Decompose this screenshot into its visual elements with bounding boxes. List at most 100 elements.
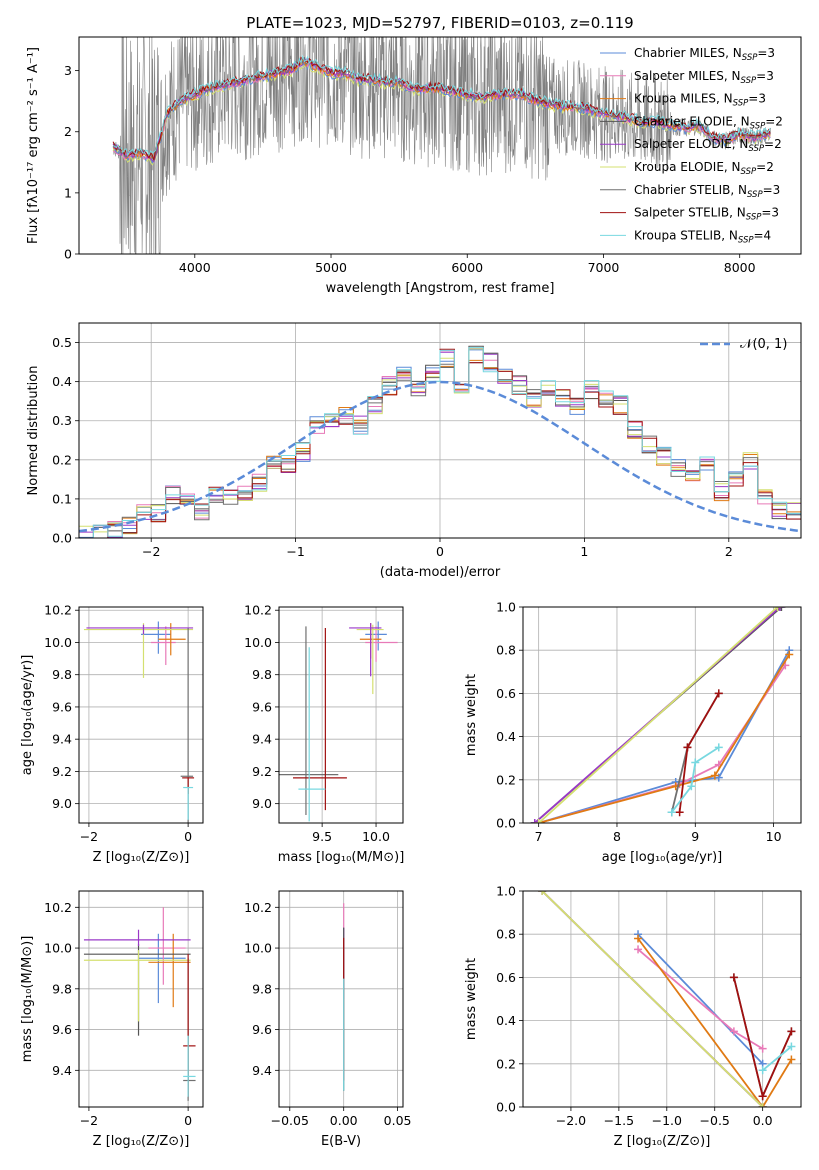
mass_weight_vs_age-xtick-label: 8 (613, 829, 621, 844)
age_vs_mass-axes: 9.5 10.0 9.0 9.2 9.4 9.6 9.8 10.0 10.2 mass [log₁… (244, 603, 404, 865)
spectrum-xtick-label: 5000 (315, 260, 347, 275)
legend-sub: SSP (747, 190, 763, 200)
age_vs_Z-ytick-label: 10.2 (44, 603, 72, 618)
residuals-ytick-label: 0.3 (52, 413, 72, 428)
mass_weight_vs_Z-axes: −2.0 −1.5 −1.0 −0.5 0.0 0.0 0.2 0.4 0.6 0.8 1.0 Z [… (464, 884, 802, 1149)
spectrum-xtick-label: 4000 (179, 260, 211, 275)
age_vs_Z-ytick-label: 9.2 (52, 764, 72, 779)
legend-label: Salpeter ELODIE, N (634, 137, 748, 151)
mass_vs_ebv-xlabel: E(B-V) (321, 1134, 361, 1149)
legend-entry-salpeter_stelib: Salpeter STELIB, NSSP=3 (634, 206, 779, 223)
mass_vs_Z-plot-area (83, 907, 196, 1101)
mass_weight_vs_Z-marker-kroupa_miles (634, 934, 643, 943)
mass_vs_Z-ytick-label: 9.8 (52, 981, 72, 996)
mass_vs_Z-xtick-label: −2 (80, 1113, 98, 1128)
mass_weight_vs_age-line-kroupa_miles (538, 654, 791, 823)
age_vs_Z-ytick-label: 9.8 (52, 667, 72, 682)
residuals-ytick-label: 0.1 (52, 491, 72, 506)
mass_vs_Z-ytick-label: 10.2 (44, 900, 72, 915)
legend-sub: SSP (741, 167, 757, 177)
mass_vs_ebv-ytick-label: 9.4 (252, 1063, 272, 1078)
age_vs_mass-ytick-label: 10.0 (244, 635, 272, 650)
age_vs_mass-xtick-label: 10.0 (362, 829, 390, 844)
mass_weight_vs_age-marker-salpeter_stelib (675, 808, 684, 817)
legend-eq: =3 (763, 183, 781, 197)
spectrum-ytick-label: 2 (64, 124, 72, 139)
residuals-xtick-label: 2 (725, 544, 733, 559)
mass_weight_vs_Z-line-kroupa_stelib (762, 1045, 792, 1071)
mass_weight_vs_age-marker-kroupa_miles (785, 650, 794, 659)
mass_vs_Z-ytick-label: 9.6 (52, 1022, 72, 1037)
mass_weight_vs_Z-marker-kroupa_elodie (538, 891, 547, 895)
residuals-xtick-label: 1 (580, 544, 588, 559)
residuals-ytick-label: 0.2 (52, 452, 72, 467)
mass_weight_vs_Z-marker-salpeter_stelib (758, 1092, 767, 1101)
spectrum-xtick-label: 6000 (451, 260, 483, 275)
mass_weight_vs_age-axes: 7 8 9 10 0.0 0.2 0.4 0.6 0.8 1.0 age [log₁₀(age/yr… (464, 600, 802, 865)
legend-entry-salpeter_miles: Salpeter MILES, NSSP=3 (634, 69, 774, 86)
legend-eq: =3 (748, 92, 766, 106)
age_vs_Z-xtick-label: −2 (80, 829, 98, 844)
spectrum-frame (78, 36, 802, 255)
legend-label: Salpeter STELIB, N (634, 206, 746, 220)
mass_weight_vs_Z-ytick-label: 0.8 (496, 927, 516, 942)
mass_weight_vs_age-frame (522, 606, 802, 824)
mass_weight_vs_Z-marker-salpeter_miles (758, 1044, 767, 1053)
legend-sub: SSP (748, 144, 764, 154)
legend-entry-chabrier_miles: Chabrier MILES, NSSP=3 (634, 46, 775, 63)
mass_weight_vs_age-marker-kroupa_stelib (691, 758, 700, 767)
mass_weight_vs_Z-ytick-label: 0.2 (496, 1056, 516, 1071)
spectrum-xlabel: wavelength [Angstrom, rest frame] (326, 281, 555, 296)
age_vs_Z-ytick-label: 9.4 (52, 732, 72, 747)
mass_weight_vs_Z-xtick-label: 0.0 (753, 1113, 773, 1128)
legend-eq: =3 (761, 206, 779, 220)
mass_weight_vs_Z-marker-salpeter_miles (634, 945, 643, 954)
residuals-xtick-label: 0 (436, 544, 444, 559)
legend-label: Chabrier STELIB, N (634, 183, 747, 197)
spectrum-title: PLATE=1023, MJD=52797, FIBERID=0103, z=0… (246, 14, 633, 32)
age_vs_Z-plot-area (83, 621, 195, 823)
spectrum-axes: 4000 5000 6000 7000 8000 0 1 2 3 wavelength [Angs… (26, 36, 802, 296)
mass_weight_vs_age-xtick-label: 10 (766, 829, 782, 844)
age_vs_mass-plot-area (279, 621, 398, 822)
mass_weight_vs_Z-xtick-label: −1.0 (652, 1113, 682, 1128)
mass_vs_ebv-axes: −0.05 0.00 0.05 9.4 9.6 9.8 10.0 10.2 E(B-V) (244, 890, 412, 1149)
legend-entry-chabrier_stelib: Chabrier STELIB, NSSP=3 (634, 183, 780, 200)
mass_vs_Z-xtick-label: 0 (184, 1113, 192, 1128)
spectrum-xtick-label: 8000 (724, 260, 756, 275)
age_vs_mass-xtick-label: 9.5 (312, 829, 332, 844)
legend-label: Salpeter MILES, N (634, 69, 741, 83)
mass_weight_vs_age-line-kroupa_elodie (538, 607, 779, 823)
mass_weight_vs_age-ytick-label: 0.6 (496, 686, 516, 701)
age_vs_mass-ytick-label: 9.4 (252, 732, 272, 747)
legend-label: Kroupa ELODIE, N (634, 160, 741, 174)
mass_weight_vs_age-marker-kroupa_miles (710, 771, 719, 780)
age_vs_Z-ytick-label: 10.0 (44, 635, 72, 650)
mass_weight_vs_Z-ytick-label: 0.0 (496, 1100, 516, 1115)
legend-entry-kroupa_miles: Kroupa MILES, NSSP=3 (634, 92, 766, 109)
mass_vs_ebv-ytick-label: 10.0 (244, 941, 272, 956)
mass_weight_vs_age-xlabel: age [log₁₀(age/yr)] (602, 850, 723, 865)
residuals-legend-label: 𝒩(0, 1) (740, 337, 787, 352)
mass_vs_ebv-ytick-label: 9.6 (252, 1022, 272, 1037)
legend-label: Chabrier ELODIE, N (634, 114, 750, 128)
mass_weight_vs_Z-marker-kroupa_elodie (758, 1103, 767, 1107)
residuals-frame (78, 322, 802, 539)
residuals-xtick-label: −2 (142, 544, 160, 559)
mass_weight_vs_age-marker-chabrier_elodie (777, 607, 786, 611)
age_vs_Z-ytick-label: 9.0 (52, 796, 72, 811)
legend-entry-salpeter_elodie: Salpeter ELODIE, NSSP=2 (634, 137, 782, 154)
mass_vs_Z-ytick-label: 10.0 (44, 941, 72, 956)
mass_weight_vs_Z-marker-salpeter_miles (729, 1027, 738, 1036)
mass_vs_ebv-xtick-label: −0.05 (271, 1113, 309, 1128)
mass_weight_vs_Z-frame (522, 890, 802, 1108)
age_vs_Z-axes: −2 0 9.0 9.2 9.4 9.6 9.8 10.0 10.2 Z [log₁₀(Z/Z⊙)… (20, 603, 204, 865)
residual-histogram-chabrier_miles (79, 349, 801, 538)
mass_vs_Z-ylabel: mass [log₁₀(M/M⊙)] (20, 936, 35, 1063)
normal-curve (79, 380, 801, 533)
spectrum-ytick-label: 0 (64, 247, 72, 262)
legend-eq: =2 (756, 160, 774, 174)
mass_vs_Z-ytick-label: 9.4 (52, 1063, 72, 1078)
mass_weight_vs_Z-xtick-label: −0.5 (700, 1113, 730, 1128)
